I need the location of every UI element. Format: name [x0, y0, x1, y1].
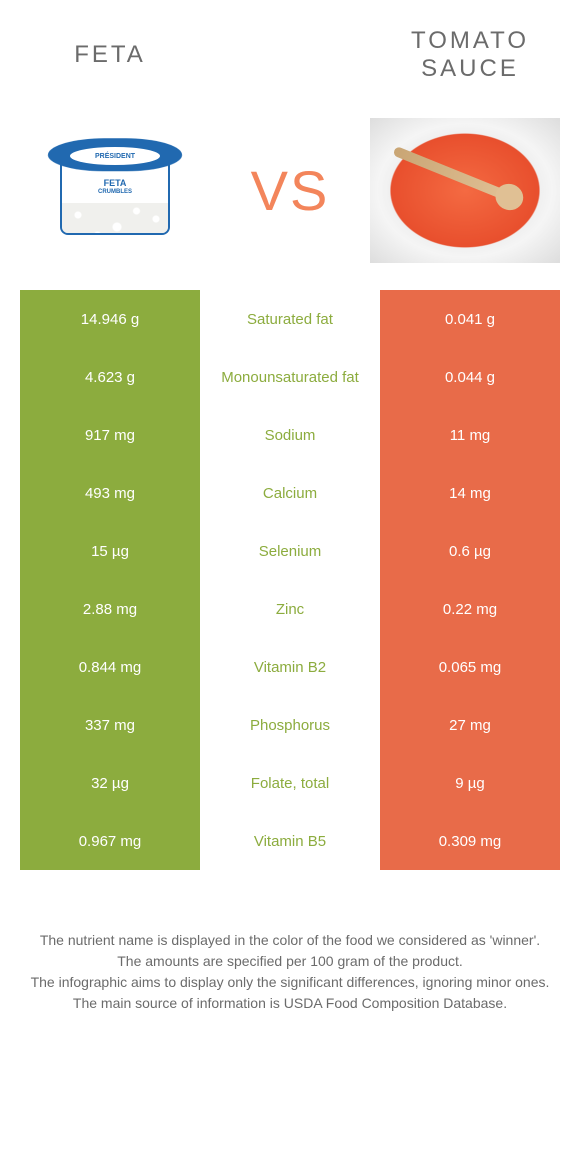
footer-notes: The nutrient name is displayed in the co…	[0, 870, 580, 1034]
nutrient-row: 15 µgSelenium0.6 µg	[20, 522, 560, 580]
nutrient-name: Selenium	[200, 522, 380, 580]
nutrient-row: 337 mgPhosphorus27 mg	[20, 696, 560, 754]
value-b: 9 µg	[380, 754, 560, 812]
value-a: 2.88 mg	[20, 580, 200, 638]
food-b-title: TOMATO SAUCE	[380, 27, 560, 83]
nutrient-name: Vitamin B2	[200, 638, 380, 696]
value-b: 0.065 mg	[380, 638, 560, 696]
footer-line: The infographic aims to display only the…	[30, 972, 550, 993]
value-a: 917 mg	[20, 406, 200, 464]
value-a: 0.967 mg	[20, 812, 200, 870]
feta-pack-sub: CRUMBLES	[98, 189, 132, 196]
nutrient-row: 0.967 mgVitamin B50.309 mg	[20, 812, 560, 870]
nutrient-table: 14.946 gSaturated fat0.041 g4.623 gMonou…	[20, 290, 560, 870]
food-b-image	[370, 118, 560, 263]
value-b: 11 mg	[380, 406, 560, 464]
value-a: 14.946 g	[20, 290, 200, 348]
nutrient-row: 0.844 mgVitamin B20.065 mg	[20, 638, 560, 696]
value-b: 0.22 mg	[380, 580, 560, 638]
spoon-illustration	[392, 145, 507, 199]
value-b: 0.309 mg	[380, 812, 560, 870]
vs-label: VS	[251, 158, 330, 223]
food-a-image: PRÉSIDENT FETA CRUMBLES	[20, 118, 210, 263]
nutrient-row: 32 µgFolate, total9 µg	[20, 754, 560, 812]
nutrient-row: 4.623 gMonounsaturated fat0.044 g	[20, 348, 560, 406]
value-a: 15 µg	[20, 522, 200, 580]
feta-lid-label: PRÉSIDENT	[70, 147, 160, 165]
value-a: 0.844 mg	[20, 638, 200, 696]
nutrient-row: 14.946 gSaturated fat0.041 g	[20, 290, 560, 348]
value-a: 32 µg	[20, 754, 200, 812]
footer-line: The main source of information is USDA F…	[30, 993, 550, 1014]
nutrient-name: Monounsaturated fat	[200, 348, 380, 406]
value-a: 337 mg	[20, 696, 200, 754]
header-row: FETA TOMATO SAUCE	[0, 0, 580, 110]
footer-line: The nutrient name is displayed in the co…	[30, 930, 550, 951]
nutrient-name: Folate, total	[200, 754, 380, 812]
food-a-title: FETA	[20, 41, 200, 69]
value-b: 14 mg	[380, 464, 560, 522]
nutrient-name: Phosphorus	[200, 696, 380, 754]
nutrient-name: Vitamin B5	[200, 812, 380, 870]
nutrient-name: Saturated fat	[200, 290, 380, 348]
nutrient-row: 2.88 mgZinc0.22 mg	[20, 580, 560, 638]
image-row: PRÉSIDENT FETA CRUMBLES VS	[0, 110, 580, 290]
nutrient-row: 493 mgCalcium14 mg	[20, 464, 560, 522]
value-b: 27 mg	[380, 696, 560, 754]
nutrient-name: Sodium	[200, 406, 380, 464]
value-b: 0.041 g	[380, 290, 560, 348]
footer-line: The amounts are specified per 100 gram o…	[30, 951, 550, 972]
value-a: 4.623 g	[20, 348, 200, 406]
nutrient-row: 917 mgSodium11 mg	[20, 406, 560, 464]
value-b: 0.044 g	[380, 348, 560, 406]
feta-pack-text: FETA	[104, 179, 127, 189]
nutrient-name: Calcium	[200, 464, 380, 522]
value-b: 0.6 µg	[380, 522, 560, 580]
nutrient-name: Zinc	[200, 580, 380, 638]
value-a: 493 mg	[20, 464, 200, 522]
feta-illustration: PRÉSIDENT FETA CRUMBLES	[40, 135, 190, 245]
